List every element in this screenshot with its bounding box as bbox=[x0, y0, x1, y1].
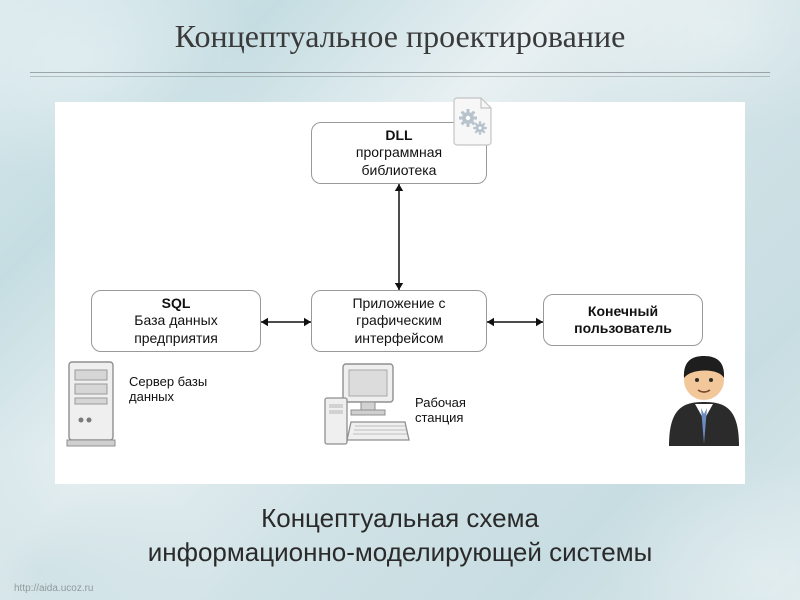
watermark: http://aida.ucoz.ru bbox=[14, 583, 94, 594]
user-icon bbox=[665, 348, 743, 448]
node-dll-line1: DLL bbox=[385, 127, 412, 145]
node-app-line2: графическим bbox=[356, 312, 442, 330]
node-user-line1: Конечный bbox=[588, 303, 658, 321]
node-sql: SQL База данных предприятия bbox=[91, 290, 261, 352]
label-workstation: Рабочаястанция bbox=[415, 395, 466, 425]
file-gear-icon bbox=[453, 96, 495, 146]
node-user-line2: пользователь bbox=[574, 320, 672, 338]
divider bbox=[30, 72, 770, 73]
caption-line2: информационно-моделирующей системы bbox=[148, 537, 653, 567]
node-app: Приложение с графическим интерфейсом bbox=[311, 290, 487, 352]
node-sql-line2: База данных bbox=[134, 312, 217, 330]
node-user: Конечный пользователь bbox=[543, 294, 703, 346]
diagram-canvas: DLL программная библиотека SQL База данн… bbox=[55, 102, 745, 484]
server-icon bbox=[65, 360, 117, 448]
workstation-icon bbox=[321, 362, 411, 448]
caption-line1: Концептуальная схема bbox=[261, 503, 539, 533]
node-sql-line1: SQL bbox=[162, 295, 191, 313]
label-server: Сервер базыданных bbox=[129, 374, 207, 404]
node-sql-line3: предприятия bbox=[134, 330, 218, 348]
node-dll-line3: библиотека bbox=[362, 162, 437, 180]
divider bbox=[30, 76, 770, 77]
slide-title: Концептуальное проектирование bbox=[0, 18, 800, 55]
node-app-line1: Приложение с bbox=[352, 295, 445, 313]
node-dll-line2: программная bbox=[356, 144, 442, 162]
node-app-line3: интерфейсом bbox=[354, 330, 443, 348]
slide-caption: Концептуальная схема информационно-модел… bbox=[0, 502, 800, 570]
